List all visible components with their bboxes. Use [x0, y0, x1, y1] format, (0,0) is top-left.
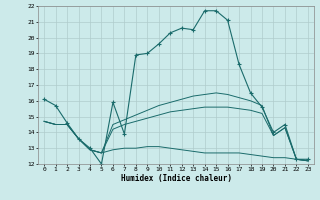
- X-axis label: Humidex (Indice chaleur): Humidex (Indice chaleur): [121, 174, 231, 183]
